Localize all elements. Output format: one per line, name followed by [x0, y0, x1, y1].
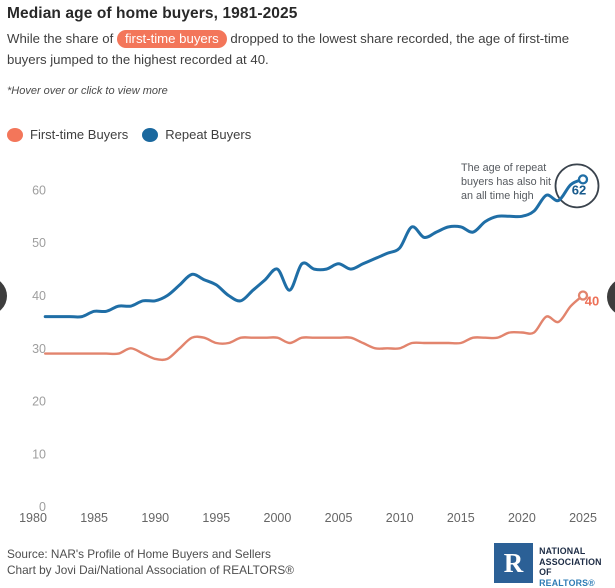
first-time-buyers-highlight: first-time buyers — [116, 30, 227, 48]
x-axis-tick-label: 2010 — [386, 511, 414, 525]
repeat-buyers-end-label: 62 — [572, 182, 586, 197]
legend-item-repeat-buyers[interactable]: Repeat Buyers — [142, 127, 251, 142]
repeat-buyers-end-marker[interactable] — [577, 174, 589, 185]
first-time-buyers-swatch-icon — [7, 127, 23, 142]
subtitle-text-suffix: dropped to the lowest share recorded, th… — [7, 31, 570, 67]
credit-line: Chart by Jovi Dai/National Association o… — [7, 563, 294, 577]
x-axis-tick-label: 2005 — [325, 511, 353, 525]
y-axis-tick-label: 0 — [39, 500, 46, 514]
source-line: Source: NAR's Profile of Home Buyers and… — [7, 547, 271, 561]
nar-logo-letter: R — [503, 547, 524, 578]
y-axis-tick-label: 10 — [32, 447, 46, 461]
y-axis-tick-label: 30 — [32, 342, 46, 356]
first-time-buyers-end-marker[interactable] — [577, 290, 589, 301]
nar-logo: R NATIONAL ASSOCIATION OF REALTORS® — [494, 543, 615, 588]
first-time-buyers-line[interactable] — [44, 294, 585, 362]
nar-logo-line3: REALTORS® — [539, 577, 595, 588]
legend-item-first-time-buyers[interactable]: First-time Buyers — [7, 127, 128, 142]
first-time-buyers-end-label: 40 — [585, 294, 599, 309]
source-text: Source: NAR's Profile of Home Buyers and… — [7, 546, 294, 578]
nar-logo-r-icon: R — [494, 543, 534, 583]
prev-chart-button[interactable] — [0, 277, 7, 315]
y-axis-tick-label: 40 — [32, 289, 46, 303]
x-axis-tick-label: 1980 — [19, 511, 47, 525]
x-axis-tick-label: 2020 — [508, 511, 536, 525]
legend-label-first-time-buyers: First-time Buyers — [30, 127, 129, 142]
nar-logo-line1: NATIONAL — [539, 546, 586, 556]
x-axis-tick-label: 1995 — [202, 511, 230, 525]
nar-logo-text: NATIONAL ASSOCIATION OF REALTORS® — [539, 543, 615, 588]
next-chart-button[interactable] — [607, 278, 615, 316]
annotation-text: The age of repeat buyers has also hit an… — [461, 162, 552, 202]
subtitle: While the share of first-time buyers dro… — [7, 28, 611, 70]
y-axis-tick-label: 50 — [32, 236, 46, 250]
x-axis-tick-label: 1990 — [141, 511, 169, 525]
all-time-high-circle — [554, 163, 600, 209]
x-axis-tick-label: 2025 — [569, 511, 597, 525]
page-title: Median age of home buyers, 1981-2025 — [7, 5, 298, 22]
legend-label-repeat-buyers: Repeat Buyers — [165, 127, 252, 142]
y-axis-tick-label: 60 — [32, 183, 46, 197]
hover-note: *Hover over or click to view more — [7, 85, 168, 97]
x-axis-tick-label: 2015 — [447, 511, 475, 525]
chart-legend: First-time Buyers Repeat Buyers — [7, 127, 251, 142]
x-axis-tick-label: 2000 — [264, 511, 292, 525]
repeat-buyers-swatch-icon — [142, 127, 159, 142]
nar-logo-line2: ASSOCIATION OF — [539, 556, 602, 578]
y-axis-tick-label: 20 — [32, 395, 46, 409]
subtitle-text-prefix: While the share of — [7, 31, 117, 46]
x-axis-tick-label: 1985 — [80, 511, 108, 525]
